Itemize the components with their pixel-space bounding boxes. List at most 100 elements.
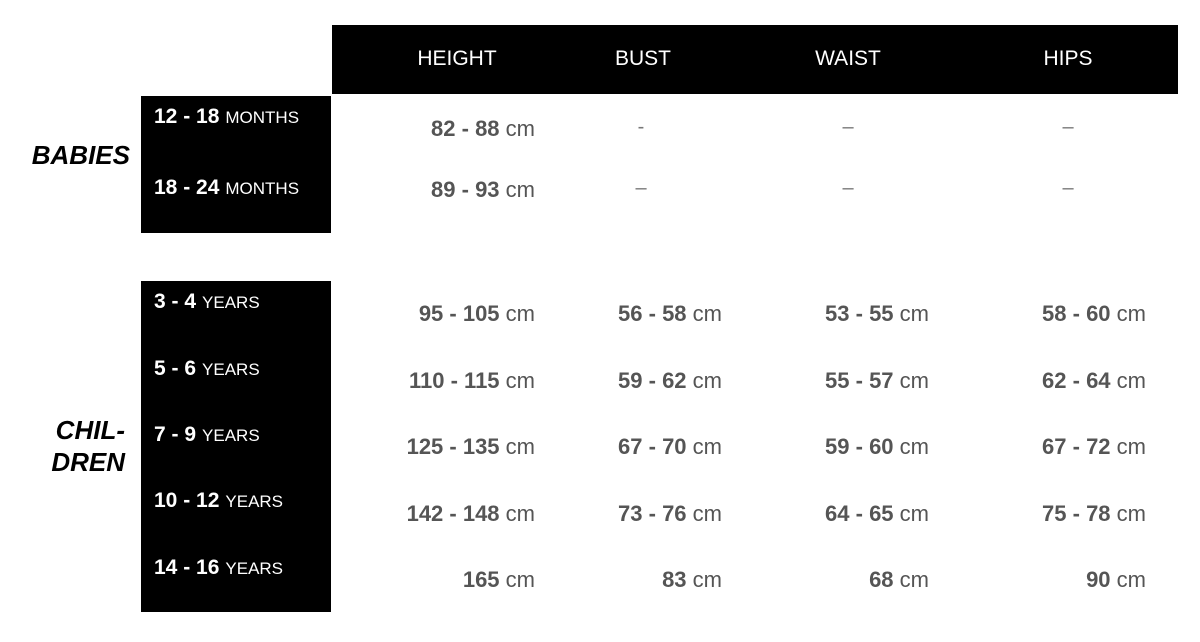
unit-label: cm bbox=[899, 434, 929, 459]
unit-label: cm bbox=[1116, 434, 1146, 459]
age-range: 5 - 6 bbox=[154, 357, 197, 380]
age-label: 14 - 16 YEARS bbox=[154, 556, 283, 580]
unit-label: cm bbox=[505, 116, 535, 141]
group-label-children: CHIL- DREN bbox=[10, 414, 125, 478]
measurement-value: 73 - 76 cm bbox=[618, 501, 722, 527]
measurement-value: 90 cm bbox=[1086, 567, 1146, 593]
unit-label: cm bbox=[899, 567, 929, 592]
age-label: 7 - 9 YEARS bbox=[154, 423, 260, 447]
measurement-value: 89 - 93 cm bbox=[431, 177, 535, 203]
measurement-value: 59 - 60 cm bbox=[825, 434, 929, 460]
unit-label: cm bbox=[1116, 301, 1146, 326]
age-label: 18 - 24 MONTHS bbox=[154, 176, 299, 200]
column-hips: HIPS bbox=[1043, 47, 1093, 70]
measurement-value: 53 - 55 cm bbox=[825, 301, 929, 327]
unit-label: cm bbox=[505, 177, 535, 202]
measurement-value: 64 - 65 cm bbox=[825, 501, 929, 527]
age-range: 7 - 9 bbox=[154, 423, 197, 446]
measurement-number: 55 - 57 bbox=[825, 368, 894, 393]
unit-label: cm bbox=[899, 301, 929, 326]
measurement-number: 67 - 70 bbox=[618, 434, 687, 459]
unit-label: cm bbox=[505, 501, 535, 526]
measurement-number: 110 - 115 bbox=[409, 368, 500, 393]
unit-label: cm bbox=[692, 501, 722, 526]
age-label: 12 - 18 MONTHS bbox=[154, 105, 299, 129]
empty-value: – bbox=[1062, 177, 1074, 199]
unit-label: cm bbox=[692, 301, 722, 326]
measurement-number: 64 - 65 bbox=[825, 501, 894, 526]
measurement-number: 68 bbox=[869, 567, 894, 592]
age-range: 10 - 12 bbox=[154, 489, 220, 512]
measurement-value: 82 - 88 cm bbox=[431, 116, 535, 142]
age-label: 10 - 12 YEARS bbox=[154, 489, 283, 513]
unit-label: cm bbox=[505, 567, 535, 592]
column-bust: BUST bbox=[614, 47, 672, 70]
measurement-number: 73 - 76 bbox=[618, 501, 687, 526]
unit-label: cm bbox=[692, 567, 722, 592]
measurement-number: 59 - 60 bbox=[825, 434, 894, 459]
measurement-number: 56 - 58 bbox=[618, 301, 687, 326]
measurement-number: 125 - 135 bbox=[406, 434, 500, 459]
measurement-value: 55 - 57 cm bbox=[825, 368, 929, 394]
column-waist: WAIST bbox=[815, 47, 881, 70]
age-period: YEARS bbox=[202, 426, 260, 445]
age-period: YEARS bbox=[225, 492, 284, 511]
unit-label: cm bbox=[692, 368, 722, 393]
age-range: 3 - 4 bbox=[154, 290, 197, 313]
group-label-line1: CHIL- bbox=[55, 415, 125, 445]
unit-label: cm bbox=[1116, 501, 1146, 526]
unit-label: cm bbox=[899, 368, 929, 393]
age-range: 18 - 24 bbox=[154, 176, 220, 199]
babies-age-box: 12 - 18 MONTHS 18 - 24 MONTHS bbox=[141, 96, 331, 233]
measurement-value: 110 - 115 cm bbox=[409, 368, 535, 394]
measurement-value: 67 - 72 cm bbox=[1042, 434, 1146, 460]
measurement-number: 59 - 62 bbox=[618, 368, 687, 393]
empty-value: – bbox=[842, 177, 854, 199]
measurement-number: 62 - 64 bbox=[1042, 368, 1111, 393]
group-label-line2: DREN bbox=[51, 447, 125, 477]
measurement-number: 165 bbox=[462, 567, 500, 592]
measurement-value: 83 cm bbox=[662, 567, 722, 593]
age-period: YEARS bbox=[202, 360, 260, 379]
age-label: 5 - 6 YEARS bbox=[154, 357, 260, 381]
column-header-bar: HEIGHT BUST WAIST HIPS bbox=[332, 25, 1178, 94]
empty-value: – bbox=[842, 116, 854, 138]
unit-label: cm bbox=[1116, 368, 1146, 393]
measurement-value: 165 cm bbox=[463, 567, 535, 593]
measurement-number: 95 - 105 bbox=[418, 301, 500, 326]
age-period: MONTHS bbox=[225, 179, 300, 198]
empty-value: - bbox=[637, 116, 645, 138]
age-range: 12 - 18 bbox=[154, 105, 220, 128]
column-height: HEIGHT bbox=[417, 47, 497, 70]
unit-label: cm bbox=[505, 301, 535, 326]
measurement-value: 68 cm bbox=[869, 567, 929, 593]
empty-value: – bbox=[1062, 116, 1074, 138]
children-age-box: 3 - 4 YEARS 5 - 6 YEARS 7 - 9 YEARS 10 - 12 YEA… bbox=[141, 281, 331, 612]
measurement-number: 75 - 78 bbox=[1042, 501, 1111, 526]
empty-value: – bbox=[635, 177, 647, 199]
unit-label: cm bbox=[899, 501, 929, 526]
unit-label: cm bbox=[505, 434, 535, 459]
measurement-value: 95 - 105 cm bbox=[419, 301, 535, 327]
measurement-number: 89 - 93 bbox=[431, 177, 500, 202]
measurement-value: 59 - 62 cm bbox=[618, 368, 722, 394]
age-period: YEARS bbox=[202, 293, 260, 312]
group-label-babies: BABIES bbox=[31, 140, 130, 170]
measurement-value: 56 - 58 cm bbox=[618, 301, 722, 327]
measurement-number: 142 - 148 bbox=[406, 501, 500, 526]
age-period: YEARS bbox=[225, 559, 284, 578]
age-range: 14 - 16 bbox=[154, 556, 220, 579]
unit-label: cm bbox=[692, 434, 722, 459]
unit-label: cm bbox=[505, 368, 535, 393]
age-period: MONTHS bbox=[225, 108, 300, 127]
unit-label: cm bbox=[1116, 567, 1146, 592]
measurement-value: 142 - 148 cm bbox=[407, 501, 535, 527]
measurement-value: 58 - 60 cm bbox=[1042, 301, 1146, 327]
measurement-number: 90 bbox=[1086, 567, 1111, 592]
age-label: 3 - 4 YEARS bbox=[154, 290, 260, 314]
measurement-number: 53 - 55 bbox=[825, 301, 894, 326]
measurement-number: 83 bbox=[662, 567, 687, 592]
measurement-number: 58 - 60 bbox=[1042, 301, 1111, 326]
measurement-number: 82 - 88 bbox=[431, 116, 500, 141]
measurement-value: 62 - 64 cm bbox=[1042, 368, 1146, 394]
